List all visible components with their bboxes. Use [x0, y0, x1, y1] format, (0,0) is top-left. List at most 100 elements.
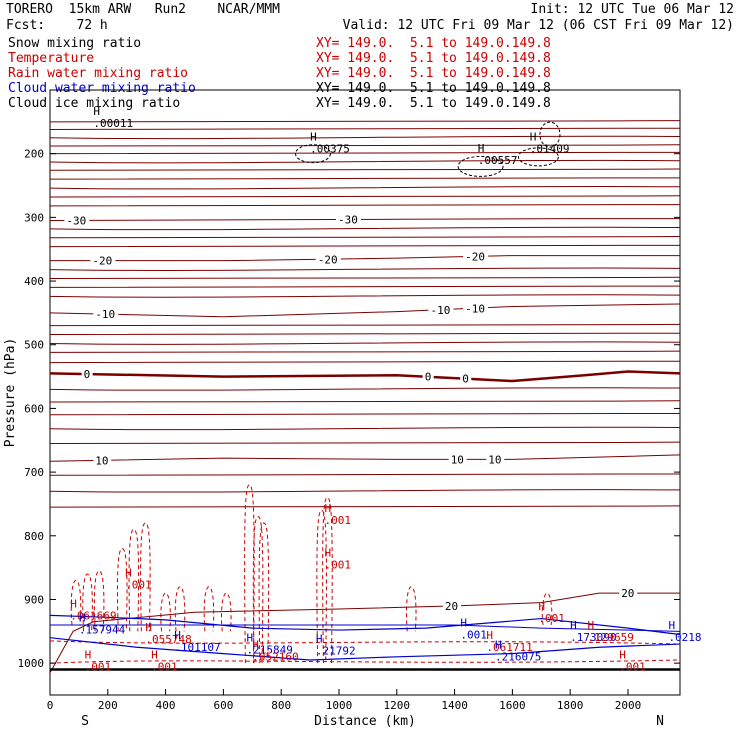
x-tick-label: 1000 — [326, 699, 353, 712]
x-tick-label: 1600 — [499, 699, 526, 712]
high-marker-value: .00375 — [310, 143, 350, 156]
high-marker-value: .052160 — [252, 651, 298, 664]
cloud-ice-contour — [457, 155, 504, 177]
contour-label-bg — [463, 302, 489, 314]
high-marker-symbol: H — [125, 567, 132, 580]
high-marker-symbol: H — [151, 648, 158, 661]
high-marker-value: .055748 — [145, 633, 191, 646]
plot-frame — [49, 89, 681, 696]
contour-label: -10 — [95, 308, 115, 321]
contour-label-bg — [422, 370, 434, 382]
contour-label-bg — [463, 250, 489, 262]
rain-contour — [203, 586, 215, 632]
y-tick-label: 900 — [24, 593, 44, 606]
x-tick-label: 1200 — [384, 699, 411, 712]
isotherm-labeled — [49, 303, 681, 318]
high-marker-value: .00557 — [478, 154, 518, 167]
contour-label-bg — [442, 600, 461, 612]
isotherm-line — [49, 195, 681, 198]
rain-contour — [82, 573, 93, 632]
cloud-ice-contour — [517, 147, 559, 167]
y-tick-label: 1000 — [18, 657, 45, 670]
isotherm-line — [49, 341, 681, 345]
y-tick-label: 700 — [24, 466, 44, 479]
valid-time: Valid: 12 UTC Fri 09 Mar 12 (06 CST Fri … — [342, 18, 734, 33]
cloud-water-contour — [49, 637, 681, 661]
field-name: Temperature — [8, 51, 95, 66]
x-tick-label: 200 — [98, 699, 118, 712]
contour-label: 10 — [451, 453, 464, 466]
rain-contour — [128, 528, 140, 632]
isotherm-line — [49, 285, 681, 289]
high-marker-symbol: H — [588, 619, 595, 632]
y-tick-label: 400 — [24, 275, 44, 288]
rain-contour — [221, 592, 232, 632]
y-axis-title: Pressure (hPa) — [3, 338, 18, 448]
contour-label-bg — [619, 587, 638, 599]
high-marker-symbol: H — [530, 131, 537, 144]
contour-label: 20 — [621, 587, 634, 600]
high-marker-value: .001 — [325, 558, 352, 571]
isotherm-labeled — [49, 218, 680, 222]
isotherm-line — [49, 177, 681, 181]
high-marker-symbol: H — [619, 648, 626, 661]
contour-label: -10 — [430, 304, 450, 317]
field-section-coords: XY= 149.0. 5.1 to 149.0.149.8 — [316, 36, 551, 51]
contour-label-bg — [93, 454, 112, 466]
rain-contour — [70, 579, 82, 625]
high-marker-value: .001 — [151, 660, 178, 673]
contour-label: 10 — [95, 454, 108, 467]
isotherm-line — [49, 505, 681, 508]
high-marker-symbol: H — [247, 632, 254, 645]
rain-contour — [49, 659, 681, 664]
field-section-coords: XY= 149.0. 5.1 to 149.0.149.8 — [316, 81, 551, 96]
high-marker-value: .157944 — [79, 623, 126, 636]
isotherm-labeled — [50, 255, 680, 262]
isotherm-line — [49, 350, 681, 353]
high-marker-value: .001 — [460, 628, 487, 641]
rain-contour — [244, 484, 255, 664]
contour-label: 20 — [445, 600, 458, 613]
contour-label-bg — [315, 253, 341, 265]
isotherm-line — [49, 127, 681, 131]
field-name: Snow mixing ratio — [8, 36, 142, 51]
rain-contour — [258, 522, 270, 664]
field-section-coords: XY= 149.0. 5.1 to 149.0.149.8 — [316, 51, 551, 66]
high-marker-value: .21792 — [316, 644, 356, 657]
contour-label: -20 — [318, 253, 338, 266]
high-marker-symbol: H — [174, 629, 181, 642]
contour-label-bg — [64, 214, 90, 226]
y-tick-label: 600 — [24, 402, 44, 415]
model-title: TORERO 15km ARW Run2 NCAR/MMM — [6, 2, 280, 17]
high-marker-symbol: H — [478, 142, 485, 155]
isotherm-line — [49, 441, 681, 444]
x-tick-label: 0 — [47, 699, 54, 712]
isotherm-line — [49, 204, 681, 207]
cloud-ice-contour — [294, 144, 331, 164]
high-marker-value: .061711 — [486, 641, 532, 654]
isotherm-line — [49, 360, 681, 364]
high-marker-symbol: H — [460, 616, 467, 629]
x-axis-title: Distance (km) — [314, 714, 416, 729]
high-marker-value: .00011 — [93, 117, 133, 130]
contour-label: -30 — [338, 213, 358, 226]
rain-contour — [140, 522, 151, 632]
high-marker-value: .061669 — [70, 609, 116, 622]
forecast-hour: Fcst: 72 h — [6, 18, 108, 33]
high-marker-value: .129659 — [588, 631, 634, 644]
high-marker-value: .01409 — [530, 143, 570, 156]
rain-contour — [252, 516, 264, 664]
isotherm-line — [49, 135, 681, 140]
x-tick-label: 400 — [156, 699, 176, 712]
contour-label-bg — [335, 213, 361, 225]
contour-label: 10 — [488, 453, 501, 466]
isotherm-line — [49, 323, 681, 327]
high-marker-symbol: H — [85, 648, 92, 661]
south-label: S — [81, 714, 89, 729]
isotherm-line — [49, 226, 681, 231]
high-marker-value: .215849 — [247, 644, 293, 657]
isotherm-line — [49, 185, 681, 190]
cloud-water-contour — [50, 624, 681, 632]
isotherm-line — [49, 413, 681, 416]
y-tick-label: 200 — [24, 148, 44, 161]
